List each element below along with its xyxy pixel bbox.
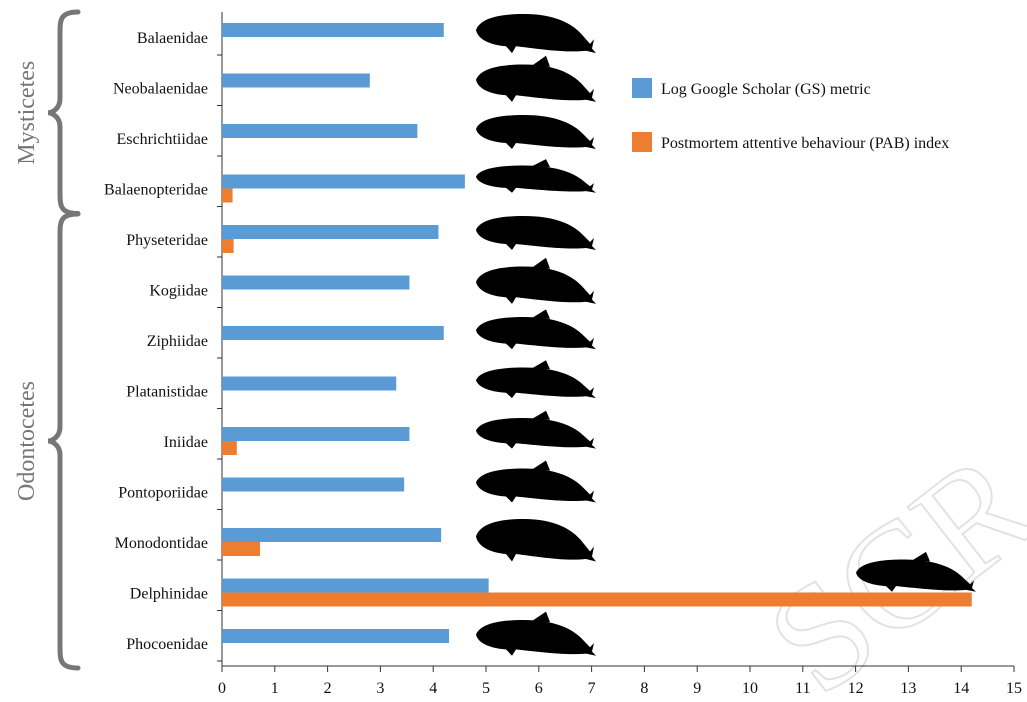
- gs-metric-bar: [222, 578, 489, 593]
- body: [476, 115, 596, 149]
- dorsal-fin: [532, 309, 550, 319]
- x-tick-label: 9: [693, 680, 701, 697]
- rorqual-silhouette: [476, 159, 596, 193]
- gs-metric-bar: [222, 326, 444, 340]
- group-brace: [47, 211, 81, 671]
- dorsal-fin: [912, 551, 930, 562]
- dorsal-fin: [532, 410, 550, 420]
- body: [476, 620, 596, 656]
- body: [476, 367, 596, 399]
- dolphin-silhouette: [856, 551, 976, 592]
- category-label: Delphinidae: [130, 586, 208, 603]
- beluga-silhouette: [476, 519, 596, 562]
- legend-swatch: [632, 78, 652, 98]
- body: [476, 14, 596, 54]
- category-label: Pontoporiidae: [118, 485, 208, 502]
- pygmy-sperm-whale-silhouette: [476, 257, 596, 304]
- body: [476, 519, 596, 562]
- category-label: Iniidae: [164, 434, 208, 451]
- x-tick-label: 6: [535, 680, 543, 697]
- x-tick-label: 1: [271, 680, 279, 697]
- x-tick-label: 13: [900, 680, 916, 697]
- dorsal-fin: [532, 55, 550, 67]
- body: [476, 216, 596, 250]
- body: [856, 559, 976, 592]
- body: [476, 266, 596, 304]
- category-label: Eschrichtiidae: [116, 131, 208, 148]
- sperm-whale-silhouette: [476, 216, 596, 250]
- gs-metric-bar: [222, 528, 442, 542]
- franciscana-silhouette: [476, 460, 596, 503]
- category-label: Balaenidae: [137, 30, 208, 47]
- dorsal-fin: [532, 257, 550, 269]
- gs-metric-bar: [222, 23, 444, 37]
- pab-index-bar: [222, 592, 972, 607]
- pab-index-bar: [222, 441, 237, 455]
- category-label: Platanistidae: [126, 384, 208, 401]
- body: [476, 165, 596, 193]
- pygmy-right-whale-silhouette: [476, 55, 596, 102]
- gs-metric-bar: [222, 225, 439, 239]
- gs-metric-bar: [222, 275, 410, 290]
- category-label: Monodontidae: [115, 535, 208, 552]
- axes: 0 1 2 3 4 5 6 7 8 9 10 11 12 13 14 15BalaenidaeNeobalae…: [104, 12, 1022, 697]
- body: [476, 317, 596, 350]
- dorsal-fin: [532, 360, 550, 370]
- category-label: Physeteridae: [126, 232, 208, 249]
- category-label: Phocoenidae: [126, 636, 208, 653]
- gs-metric-bar: [222, 427, 410, 441]
- gs-metric-bar: [222, 629, 450, 643]
- boto-silhouette: [476, 410, 596, 449]
- legend-label: Log Google Scholar (GS) metric: [661, 81, 871, 98]
- x-tick-label: 0: [218, 680, 226, 697]
- odontocetes-label: Odontocetes: [14, 381, 40, 501]
- legend-swatch: [632, 132, 652, 152]
- legend-label: Postmortem attentive behaviour (PAB) ind…: [661, 135, 949, 152]
- x-tick-label: 8: [640, 680, 648, 697]
- x-tick-label: 10: [742, 680, 758, 697]
- pab-index-bar: [222, 239, 234, 253]
- x-tick-label: 5: [482, 680, 490, 697]
- river-dolphin-silhouette: [476, 360, 596, 399]
- x-tick-label: 14: [953, 680, 969, 697]
- gs-metric-bar: [222, 477, 405, 492]
- beaked-whale-silhouette: [476, 309, 596, 350]
- mysticetes-label: Mysticetes: [14, 61, 40, 165]
- category-label: Balaenopteridae: [104, 182, 208, 199]
- right-whale-silhouette: [476, 14, 596, 54]
- group-brace: [47, 9, 81, 216]
- x-tick-label: 4: [429, 680, 437, 697]
- bars: [222, 23, 972, 643]
- category-label: Neobalaenidae: [113, 81, 208, 98]
- x-tick-label: 11: [795, 680, 810, 697]
- dorsal-fin: [532, 611, 550, 623]
- gray-whale-silhouette: [476, 115, 596, 149]
- whale-silhouettes: [476, 14, 976, 656]
- gs-metric-bar: [222, 73, 370, 88]
- category-label: Kogiidae: [149, 283, 208, 300]
- category-label: Ziphiidae: [147, 333, 208, 350]
- porpoise-silhouette: [476, 611, 596, 656]
- body: [476, 418, 596, 449]
- x-tick-label: 2: [324, 680, 332, 697]
- x-tick-label: 12: [848, 680, 864, 697]
- x-tick-label: 7: [588, 680, 596, 697]
- x-tick-label: 3: [376, 680, 384, 697]
- gs-metric-bar: [222, 376, 397, 391]
- dorsal-fin: [532, 159, 550, 168]
- body: [476, 64, 596, 102]
- body: [476, 468, 596, 503]
- gs-metric-bar: [222, 124, 418, 138]
- x-tick-label: 15: [1006, 680, 1022, 697]
- group-brackets: Mysticetes Odontocetes: [14, 9, 81, 671]
- pab-index-bar: [222, 188, 233, 203]
- legend: Log Google Scholar (GS) metric Postmortem…: [632, 78, 949, 152]
- gs-metric-bar: [222, 174, 465, 189]
- pab-index-bar: [222, 542, 261, 556]
- dorsal-fin: [532, 460, 550, 471]
